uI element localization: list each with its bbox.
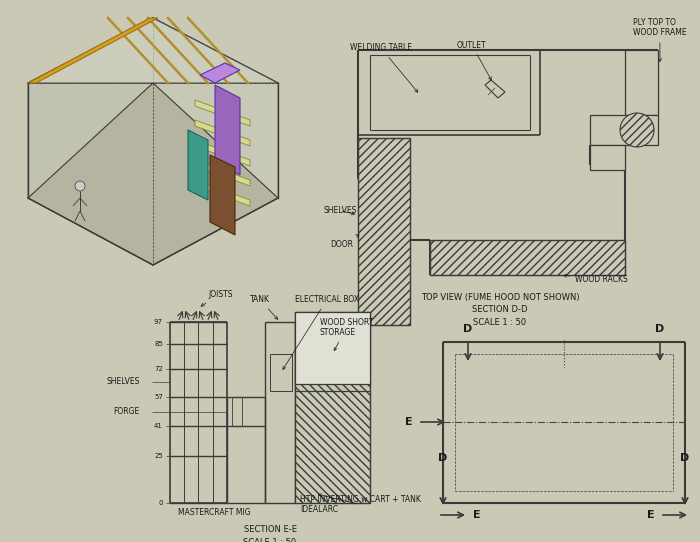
Text: 97: 97	[154, 319, 163, 325]
Text: HTP INVERTING w CART + TANK
IDEALARC: HTP INVERTING w CART + TANK IDEALARC	[300, 494, 421, 514]
Text: ELECTRICAL BOX: ELECTRICAL BOX	[283, 295, 359, 370]
Polygon shape	[195, 180, 250, 206]
Bar	[625, 50, 658, 115]
Text: WOOD RACKS: WOOD RACKS	[564, 274, 628, 284]
Text: TOP VIEW (FUME HOOD NOT SHOWN)
SECTION D-D
SCALE 1 : 50: TOP VIEW (FUME HOOD NOT SHOWN) SECTION D…	[421, 293, 580, 327]
Bar	[590, 145, 625, 170]
Polygon shape	[28, 18, 278, 83]
Text: 72: 72	[154, 366, 163, 372]
Polygon shape	[188, 130, 208, 200]
Polygon shape	[195, 160, 250, 186]
Text: PLY TOP TO
WOOD FRAME: PLY TOP TO WOOD FRAME	[633, 17, 687, 61]
Polygon shape	[28, 83, 278, 265]
Text: E: E	[473, 510, 481, 520]
Text: OUTLET: OUTLET	[457, 41, 491, 80]
Text: MASTERCRAFT MIG: MASTERCRAFT MIG	[178, 508, 251, 517]
Polygon shape	[210, 155, 235, 235]
Text: 0: 0	[158, 500, 163, 506]
Text: E: E	[405, 417, 413, 427]
Text: 85: 85	[154, 341, 163, 347]
Bar	[430, 240, 625, 275]
Polygon shape	[215, 85, 240, 175]
Polygon shape	[195, 120, 250, 146]
Text: SECTION E-E
SCALE 1 : 50: SECTION E-E SCALE 1 : 50	[244, 525, 297, 542]
Text: WELDING TABLE: WELDING TABLE	[350, 43, 418, 92]
Text: TANK: TANK	[250, 295, 278, 319]
Text: JOISTS: JOISTS	[201, 290, 232, 306]
Text: DOOR: DOOR	[330, 235, 359, 249]
Text: D: D	[655, 324, 664, 334]
Polygon shape	[195, 100, 250, 126]
Bar	[358, 138, 410, 325]
Circle shape	[75, 181, 85, 191]
Polygon shape	[28, 18, 158, 83]
Polygon shape	[153, 83, 278, 265]
Text: SHELVES: SHELVES	[323, 206, 356, 215]
Text: FORGE: FORGE	[113, 407, 140, 416]
Text: SHELVES: SHELVES	[106, 377, 140, 386]
Text: D: D	[438, 453, 447, 463]
Text: WOOD SHORT
STORAGE: WOOD SHORT STORAGE	[320, 318, 373, 351]
Text: 25: 25	[154, 453, 163, 460]
Polygon shape	[28, 83, 153, 265]
Text: D: D	[680, 453, 690, 463]
Bar	[295, 312, 370, 503]
Text: E: E	[648, 510, 655, 520]
Circle shape	[620, 113, 654, 147]
Bar	[295, 312, 370, 384]
Bar	[590, 115, 658, 145]
Text: 41: 41	[154, 423, 163, 429]
Polygon shape	[200, 63, 240, 83]
Text: 57: 57	[154, 393, 163, 399]
Text: D: D	[463, 324, 473, 334]
Polygon shape	[195, 140, 250, 166]
